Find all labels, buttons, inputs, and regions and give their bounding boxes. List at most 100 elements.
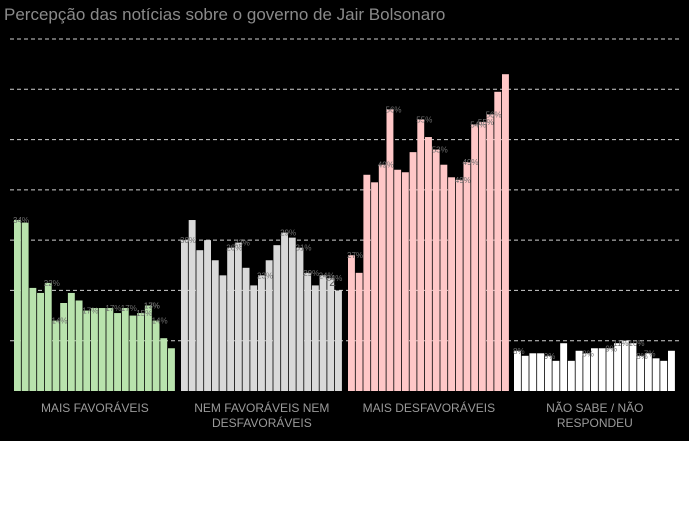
bar <box>296 247 304 391</box>
bar <box>44 282 52 391</box>
bar <box>196 250 204 391</box>
bar <box>529 353 537 391</box>
bar <box>83 310 91 391</box>
category-label: RESPONDEU <box>557 416 633 430</box>
category-label: MAIS DESFAVORÁVEIS <box>363 400 495 415</box>
data-label: 55% <box>478 118 494 127</box>
data-label: 14% <box>152 317 168 326</box>
bar <box>386 109 394 392</box>
bar <box>614 343 621 391</box>
data-label: 31% <box>296 244 312 253</box>
data-label: 56% <box>386 105 402 114</box>
bar <box>137 313 145 391</box>
bar <box>401 172 409 391</box>
data-label: 10% <box>629 339 645 348</box>
bar <box>537 353 544 391</box>
data-label: 27% <box>347 251 363 260</box>
bar <box>204 240 211 391</box>
data-label: 17% <box>121 304 137 313</box>
bar <box>606 348 614 391</box>
bar <box>637 355 645 391</box>
bar <box>91 308 98 391</box>
data-label: 22% <box>44 279 60 288</box>
bar <box>304 272 312 391</box>
bar <box>152 320 160 391</box>
bar <box>471 124 479 391</box>
bar-group: 27%49%56%55%53%49%49%54%55%56%MAIS DESFA… <box>347 74 509 415</box>
data-label: 49% <box>378 161 394 170</box>
data-label: 55% <box>416 115 432 124</box>
bar <box>378 164 386 391</box>
bar <box>67 292 75 391</box>
data-label: 26% <box>226 244 242 253</box>
category-label: NÃO SABE / NÃO <box>546 401 643 415</box>
data-label: 23% <box>257 271 273 280</box>
bar <box>327 277 335 391</box>
bar <box>440 164 448 391</box>
bar <box>168 348 175 391</box>
data-label: 17% <box>144 302 160 311</box>
data-label: 9% <box>605 344 617 353</box>
bar <box>21 222 29 391</box>
bar <box>144 305 152 391</box>
data-label: 8% <box>513 347 525 356</box>
bar <box>478 121 486 391</box>
bar <box>273 245 281 391</box>
category-label: MAIS FAVORÁVEIS <box>41 400 149 415</box>
data-label: 49% <box>463 158 479 167</box>
bar <box>348 255 355 391</box>
bar <box>29 287 37 391</box>
bar-group: 8%9% 8%9%11% 10%8%7%NÃO SABE / NÃORESPONDE… <box>513 339 675 430</box>
bar <box>425 137 432 391</box>
bar <box>188 220 196 391</box>
bar <box>660 360 668 391</box>
bar <box>335 290 342 391</box>
bar <box>417 119 425 391</box>
bar <box>52 320 60 391</box>
data-label: 17% <box>105 304 121 313</box>
bar <box>371 182 378 391</box>
bar-group: 34%22%14%17% 17% 17%15%17%13%14%MAIS FAVOR… <box>13 216 175 415</box>
bar <box>258 275 265 391</box>
data-label: 24% <box>326 274 342 283</box>
bar <box>583 353 591 391</box>
bar <box>250 285 258 391</box>
bar <box>211 260 219 391</box>
bar <box>234 242 242 391</box>
bar <box>560 343 568 391</box>
bar-chart: 34%22%14%17% 17% 17%15%17%13%14%MAIS FAVOR… <box>10 38 679 430</box>
bar <box>355 272 363 391</box>
data-label: 56% <box>486 110 502 119</box>
bar <box>591 348 598 391</box>
bar <box>448 177 455 391</box>
bar <box>160 338 168 391</box>
bar <box>98 308 106 391</box>
bar <box>521 355 529 391</box>
bar <box>598 348 606 391</box>
bar <box>629 343 637 391</box>
bar <box>432 149 440 391</box>
data-label: 53% <box>432 146 448 155</box>
chart-background: Percepção das notícias sobre o governo d… <box>0 0 689 441</box>
data-label: 13% <box>144 302 160 311</box>
bar <box>644 353 652 391</box>
category-label: DESFAVORÁVEIS <box>212 415 312 430</box>
data-label: 14% <box>52 317 68 326</box>
bar <box>668 350 675 391</box>
bar <box>455 179 463 391</box>
bar <box>463 162 471 391</box>
bar <box>544 355 552 391</box>
bar <box>319 275 327 391</box>
bar <box>181 240 188 391</box>
bar <box>575 350 583 391</box>
bar <box>652 358 660 391</box>
data-label: 24% <box>319 271 335 280</box>
bar <box>281 232 288 391</box>
data-label: 11% <box>613 339 628 348</box>
bar <box>129 315 137 391</box>
bar <box>265 260 273 391</box>
data-label: 15% <box>136 309 152 318</box>
data-label: 54% <box>470 120 486 129</box>
bar <box>14 220 21 391</box>
